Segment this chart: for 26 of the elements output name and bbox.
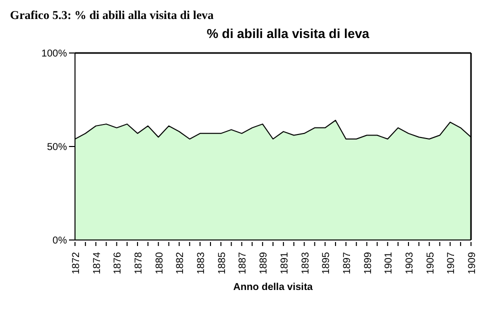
x-tick-label: 1891 [279, 252, 290, 274]
y-tick-label: 0% [52, 236, 68, 247]
x-tick-label: 1897 [342, 252, 353, 274]
x-tick-label: 1903 [404, 252, 416, 274]
x-tick-label: 1880 [154, 252, 166, 274]
x-tick-label: 1878 [134, 252, 145, 274]
x-tick-label: 1885 [216, 252, 228, 274]
chart-subtitle: % di abili alla visita di leva [206, 26, 370, 42]
y-tick-label: 100% [41, 48, 68, 60]
x-tick-label: 1887 [238, 252, 249, 274]
y-tick-label: 50% [46, 142, 68, 154]
x-tick-label: 1899 [362, 252, 374, 274]
x-tick-label: 1893 [300, 252, 312, 274]
chart-title: Grafico 5.3: % di abili alla visita di leva [10, 8, 215, 24]
x-tick-label: 1876 [112, 252, 124, 274]
x-tick-label: 1889 [258, 252, 270, 274]
x-axis-title: Anno della visita [233, 282, 314, 293]
x-tick-label: 1901 [384, 252, 395, 274]
x-tick-label: 1905 [425, 252, 436, 274]
x-tick-label: 1882 [175, 252, 186, 274]
x-tick-label: 1907 [446, 252, 458, 274]
x-tick-label: 1895 [321, 252, 332, 274]
x-tick-label: 1874 [92, 252, 103, 274]
x-tick-label: 1909 [467, 252, 478, 274]
x-tick-label: 1872 [71, 252, 82, 274]
x-tick-label: 1883 [196, 252, 208, 274]
